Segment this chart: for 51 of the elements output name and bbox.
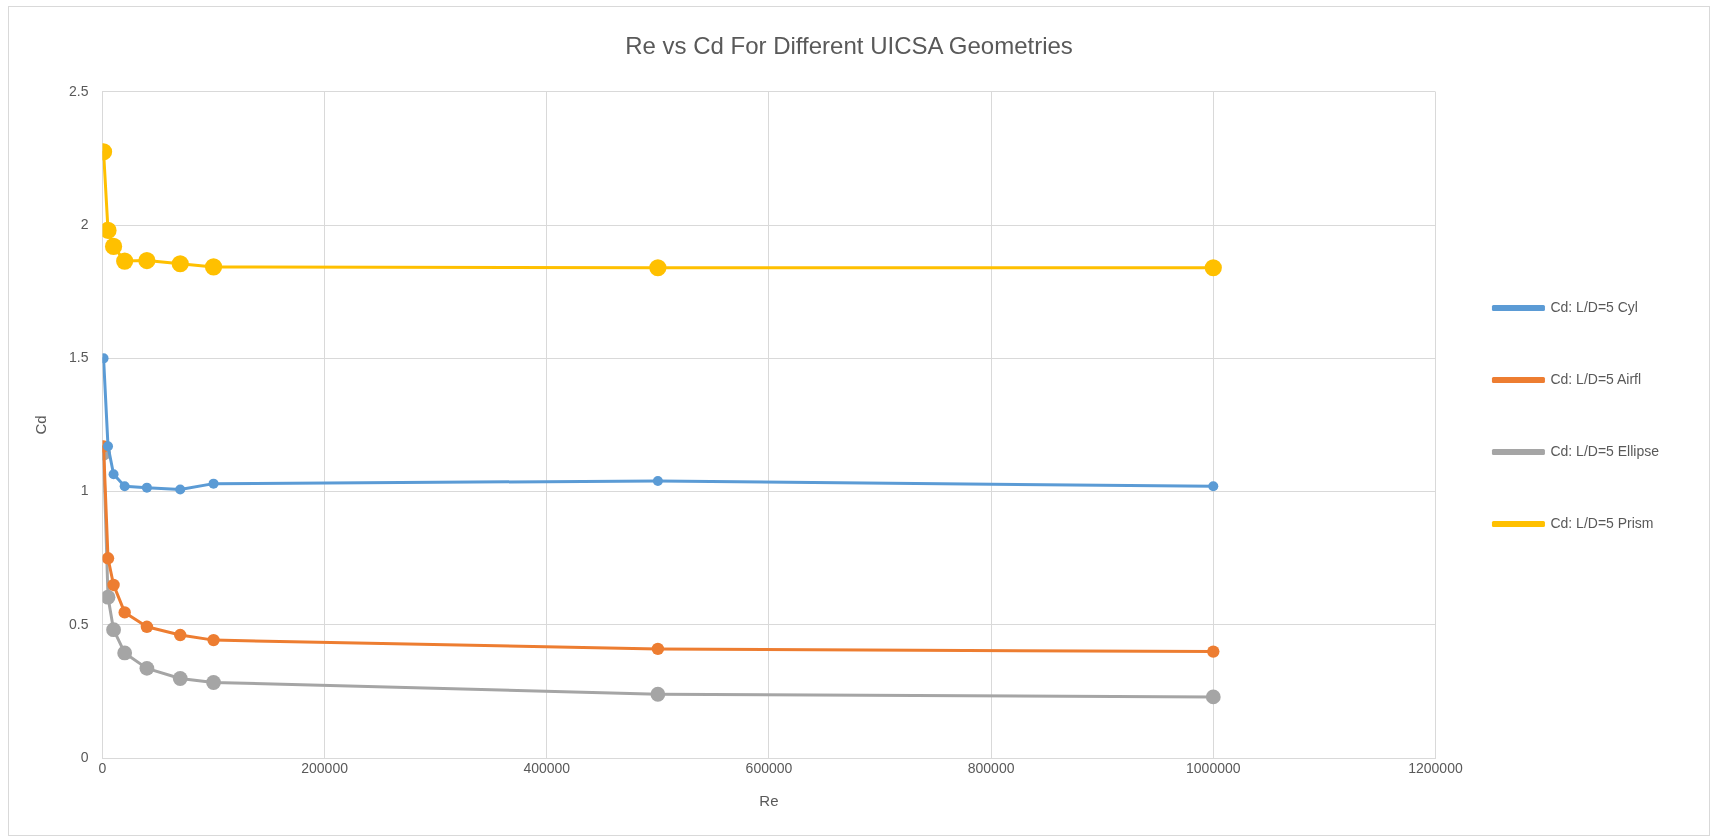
point: [117, 645, 133, 661]
point: [118, 606, 131, 619]
y-tick-label: 1: [80, 482, 89, 499]
point: [102, 589, 116, 605]
x-tick-label: 400000: [523, 760, 571, 777]
point: [1205, 689, 1221, 705]
point: [104, 237, 123, 256]
point: [107, 578, 120, 592]
point: [1207, 645, 1220, 658]
y-axis-title: Cd: [32, 415, 50, 435]
legend-label: Cd: L/D=5 Airfl: [1550, 370, 1642, 387]
y-tick-label: 0.5: [68, 615, 89, 632]
y-tick-label: 1.5: [68, 349, 89, 366]
point: [208, 478, 219, 489]
x-tick-label: 200000: [301, 760, 349, 777]
legend-label: Cd: L/D=5 Prism: [1550, 514, 1654, 531]
x-tick-label: 1200000: [1408, 760, 1463, 777]
point: [207, 633, 220, 647]
point: [139, 660, 155, 676]
point: [651, 642, 665, 656]
point: [108, 469, 119, 480]
point: [140, 620, 154, 633]
point: [141, 482, 152, 493]
point: [206, 675, 221, 690]
point: [652, 475, 663, 486]
point: [119, 481, 130, 492]
point: [649, 259, 667, 277]
y-tick-label: 2: [80, 215, 89, 232]
point: [174, 628, 187, 642]
legend-label: Cd: L/D=5 Ellipse: [1550, 442, 1660, 459]
point: [102, 552, 115, 565]
point: [175, 484, 186, 495]
point: [106, 622, 121, 638]
point: [1208, 481, 1219, 492]
point: [172, 671, 188, 686]
point: [138, 251, 156, 270]
x-tick-label: 1000000: [1186, 760, 1241, 777]
y-tick-label: 0: [80, 749, 89, 766]
x-tick-label: 600000: [745, 760, 793, 777]
x-tick-label: 800000: [967, 760, 1015, 777]
point: [204, 258, 223, 276]
point: [171, 255, 189, 273]
point: [103, 441, 114, 452]
point: [650, 686, 666, 702]
y-tick-label: 2.5: [68, 82, 89, 99]
x-tick-label: 0: [98, 760, 107, 777]
x-axis-title: Re: [759, 792, 779, 810]
legend-label: Cd: L/D=5 Cyl: [1550, 298, 1638, 315]
chart-title: Re vs Cd For Different UICSA Geometries: [625, 32, 1073, 60]
point: [116, 252, 134, 270]
point: [1204, 259, 1222, 277]
